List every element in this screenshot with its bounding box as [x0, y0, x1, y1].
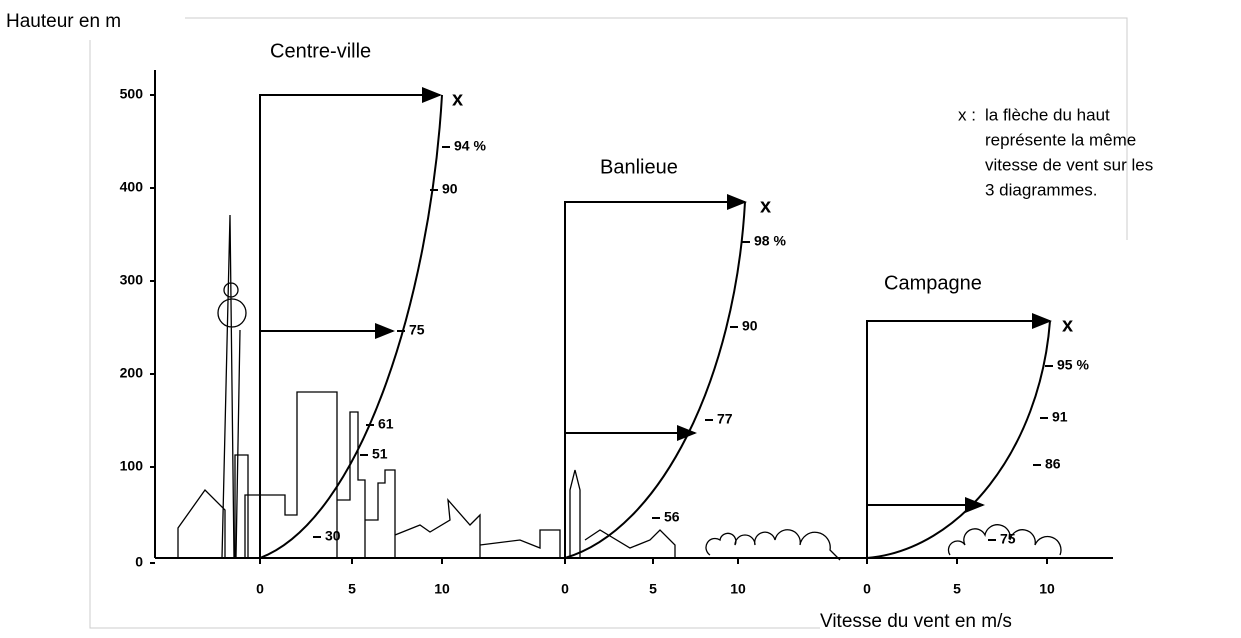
x-tick-label: 5: [649, 581, 657, 597]
y-tick-label: 400: [120, 179, 144, 195]
profile-label: 90: [742, 318, 758, 334]
profile-label: 56: [664, 509, 680, 525]
legend-line: la flèche du haut: [985, 105, 1110, 124]
panel-title: Centre-ville: [270, 40, 371, 62]
y-axis-label: Hauteur en m: [6, 11, 121, 32]
x-tick-label: 5: [348, 581, 356, 597]
diagram: Hauteur en m Vitesse du vent en m/s Cent…: [0, 0, 1241, 638]
profile-label: 95 %: [1057, 357, 1089, 373]
legend-line: vitesse de vent sur les: [985, 155, 1153, 174]
y-tick-label: 500: [120, 86, 144, 102]
legend-line: représente la même: [985, 130, 1136, 149]
x-tick-label: 10: [1039, 581, 1055, 597]
legend-marker: x :: [958, 105, 976, 124]
x-tick-label: 0: [561, 581, 569, 597]
profile-label: 61: [378, 416, 394, 432]
profile-label: 98 %: [754, 233, 786, 249]
y-tick-label: 300: [120, 272, 144, 288]
y-tick-label: 200: [120, 365, 144, 381]
profile-label: 86: [1045, 456, 1061, 472]
profile-label: 90: [442, 181, 458, 197]
x-axis-label: Vitesse du vent en m/s: [820, 611, 1012, 632]
top-marker: x: [452, 88, 463, 110]
x-tick-label: 0: [256, 581, 264, 597]
panel-campagne: [867, 321, 1050, 558]
y-tick-label: 0: [135, 554, 143, 570]
x-tick-label: 10: [730, 581, 746, 597]
profile-label: 51: [372, 446, 388, 462]
top-marker: x: [1062, 314, 1073, 336]
legend: x : la flèche du haut représente la même…: [958, 105, 1153, 199]
x-tick-label: 10: [434, 581, 450, 597]
panel-title: Banlieue: [600, 156, 678, 178]
panel-title: Campagne: [884, 272, 982, 294]
panel-banlieue: [565, 202, 745, 558]
top-marker: x: [760, 195, 771, 217]
x-tick-label: 5: [953, 581, 961, 597]
profile-label: 94 %: [454, 138, 486, 154]
profile-label: 91: [1052, 409, 1068, 425]
profile-label: 30: [325, 528, 341, 544]
profile-label: 75: [1000, 531, 1016, 547]
profile-label: 75: [409, 322, 425, 338]
skyline: [178, 215, 1061, 560]
x-tick-label: 0: [863, 581, 871, 597]
y-tick-label: 100: [120, 458, 144, 474]
profile-label: 77: [717, 411, 733, 427]
legend-line: 3 diagrammes.: [985, 180, 1097, 199]
